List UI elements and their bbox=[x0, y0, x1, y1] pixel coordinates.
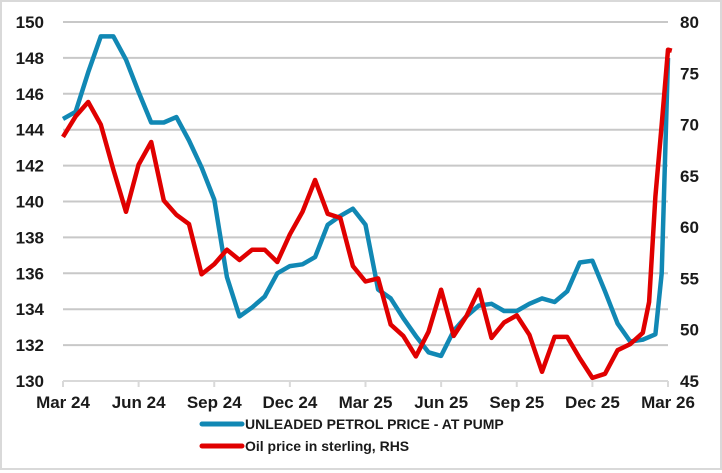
x-tick-label: Dec 25 bbox=[565, 393, 620, 412]
y-tick-label-right: 55 bbox=[680, 269, 699, 288]
y-axis-left: 130 132 134 136 138 140 142 144 146 148 150 bbox=[16, 13, 45, 391]
x-tick-label: Mar 25 bbox=[339, 393, 393, 412]
y-tick-label-right: 75 bbox=[680, 64, 699, 83]
y-tick-label-left: 146 bbox=[16, 85, 44, 104]
x-tick-label: Dec 24 bbox=[262, 393, 317, 412]
legend-item-oil[interactable]: Oil price in sterling, RHS bbox=[202, 438, 409, 454]
x-tick-label: Sep 24 bbox=[187, 393, 242, 412]
x-tick-label: Mar 24 bbox=[36, 393, 90, 412]
y-tick-label-right: 80 bbox=[680, 13, 699, 32]
legend-label-petrol: UNLEADED PETROL PRICE - AT PUMP bbox=[245, 416, 504, 432]
series-lines bbox=[63, 36, 672, 378]
x-tick-label: Jun 24 bbox=[112, 393, 166, 412]
y-tick-label-left: 140 bbox=[16, 193, 44, 212]
legend: UNLEADED PETROL PRICE - AT PUMP Oil pric… bbox=[202, 416, 504, 454]
y-tick-label-left: 150 bbox=[16, 13, 44, 32]
series-oil bbox=[63, 50, 672, 378]
y-tick-label-left: 136 bbox=[16, 264, 44, 283]
series-line-petrol bbox=[63, 36, 668, 356]
y-tick-label-left: 134 bbox=[16, 300, 45, 319]
y-tick-label-left: 148 bbox=[16, 49, 44, 68]
y-tick-label-right: 45 bbox=[680, 372, 699, 391]
y-tick-label-right: 50 bbox=[680, 321, 699, 340]
x-tick-label: Sep 25 bbox=[489, 393, 544, 412]
x-axis-tick-labels: Mar 24 Jun 24 Sep 24 Dec 24 Mar 25 Jun 25 Sep … bbox=[36, 393, 695, 412]
legend-item-petrol[interactable]: UNLEADED PETROL PRICE - AT PUMP bbox=[202, 416, 504, 432]
y-axis-right: 45 50 55 60 65 70 75 80 bbox=[680, 13, 699, 391]
series-petrol bbox=[63, 36, 668, 356]
legend-label-oil: Oil price in sterling, RHS bbox=[245, 438, 409, 454]
y-tick-label-left: 144 bbox=[16, 121, 45, 140]
x-axis bbox=[63, 381, 668, 387]
y-tick-label-left: 142 bbox=[16, 157, 44, 176]
gridlines bbox=[63, 22, 668, 345]
x-tick-label: Jun 25 bbox=[414, 393, 468, 412]
y-tick-label-left: 138 bbox=[16, 228, 44, 247]
y-tick-label-left: 132 bbox=[16, 336, 44, 355]
y-tick-label-right: 60 bbox=[680, 218, 699, 237]
y-tick-label-right: 70 bbox=[680, 116, 699, 135]
y-tick-label-right: 65 bbox=[680, 167, 699, 186]
x-tick-label: Mar 26 bbox=[641, 393, 695, 412]
series-line-oil bbox=[63, 50, 672, 378]
line-chart: 130 132 134 136 138 140 142 144 146 148 150 45 50 55… bbox=[2, 2, 720, 468]
y-tick-label-left: 130 bbox=[16, 372, 44, 391]
